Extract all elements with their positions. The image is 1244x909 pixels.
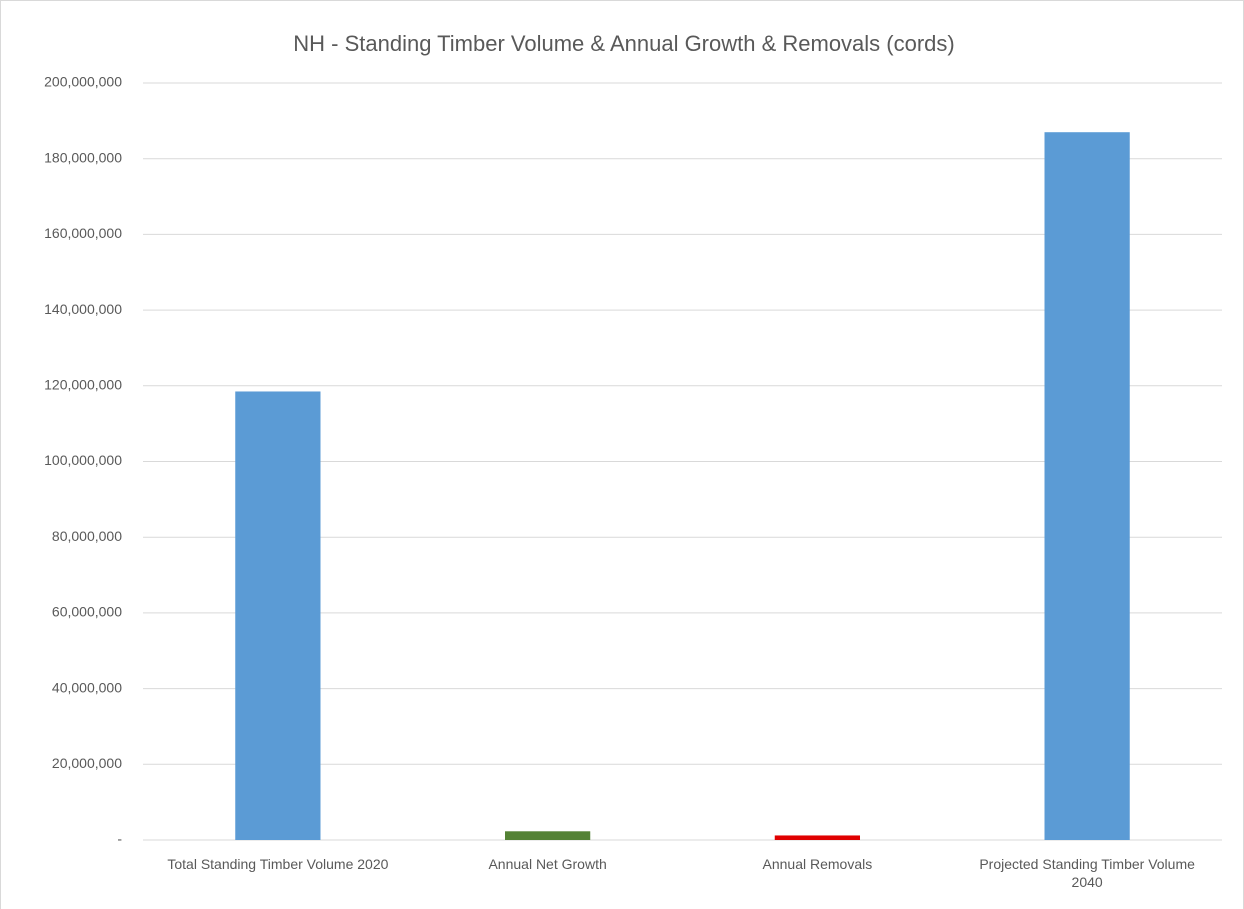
y-tick-label: 80,000,000 xyxy=(52,528,122,544)
y-tick-label: 200,000,000 xyxy=(44,74,122,90)
y-tick-label: 180,000,000 xyxy=(44,149,122,165)
chart-title: NH - Standing Timber Volume & Annual Gro… xyxy=(293,31,955,56)
y-tick-label: 40,000,000 xyxy=(52,679,122,695)
bar xyxy=(774,835,860,840)
x-tick-label: Annual Net Growth xyxy=(488,856,607,872)
y-tick-label: 60,000,000 xyxy=(52,604,122,620)
y-tick-label: 160,000,000 xyxy=(44,225,122,241)
y-tick-label: 120,000,000 xyxy=(44,377,122,393)
y-tick-label: 100,000,000 xyxy=(44,452,122,468)
bar xyxy=(235,391,321,840)
y-tick-label: 20,000,000 xyxy=(52,755,122,771)
bar xyxy=(1044,132,1130,840)
y-tick-label: 140,000,000 xyxy=(44,301,122,317)
y-tick-label: - xyxy=(117,831,122,847)
bar xyxy=(505,831,591,840)
x-tick-label: Total Standing Timber Volume 2020 xyxy=(167,856,389,872)
x-tick-label: Annual Removals xyxy=(762,856,873,872)
x-tick-label: Projected Standing Timber Volume 2040 xyxy=(979,856,1195,890)
